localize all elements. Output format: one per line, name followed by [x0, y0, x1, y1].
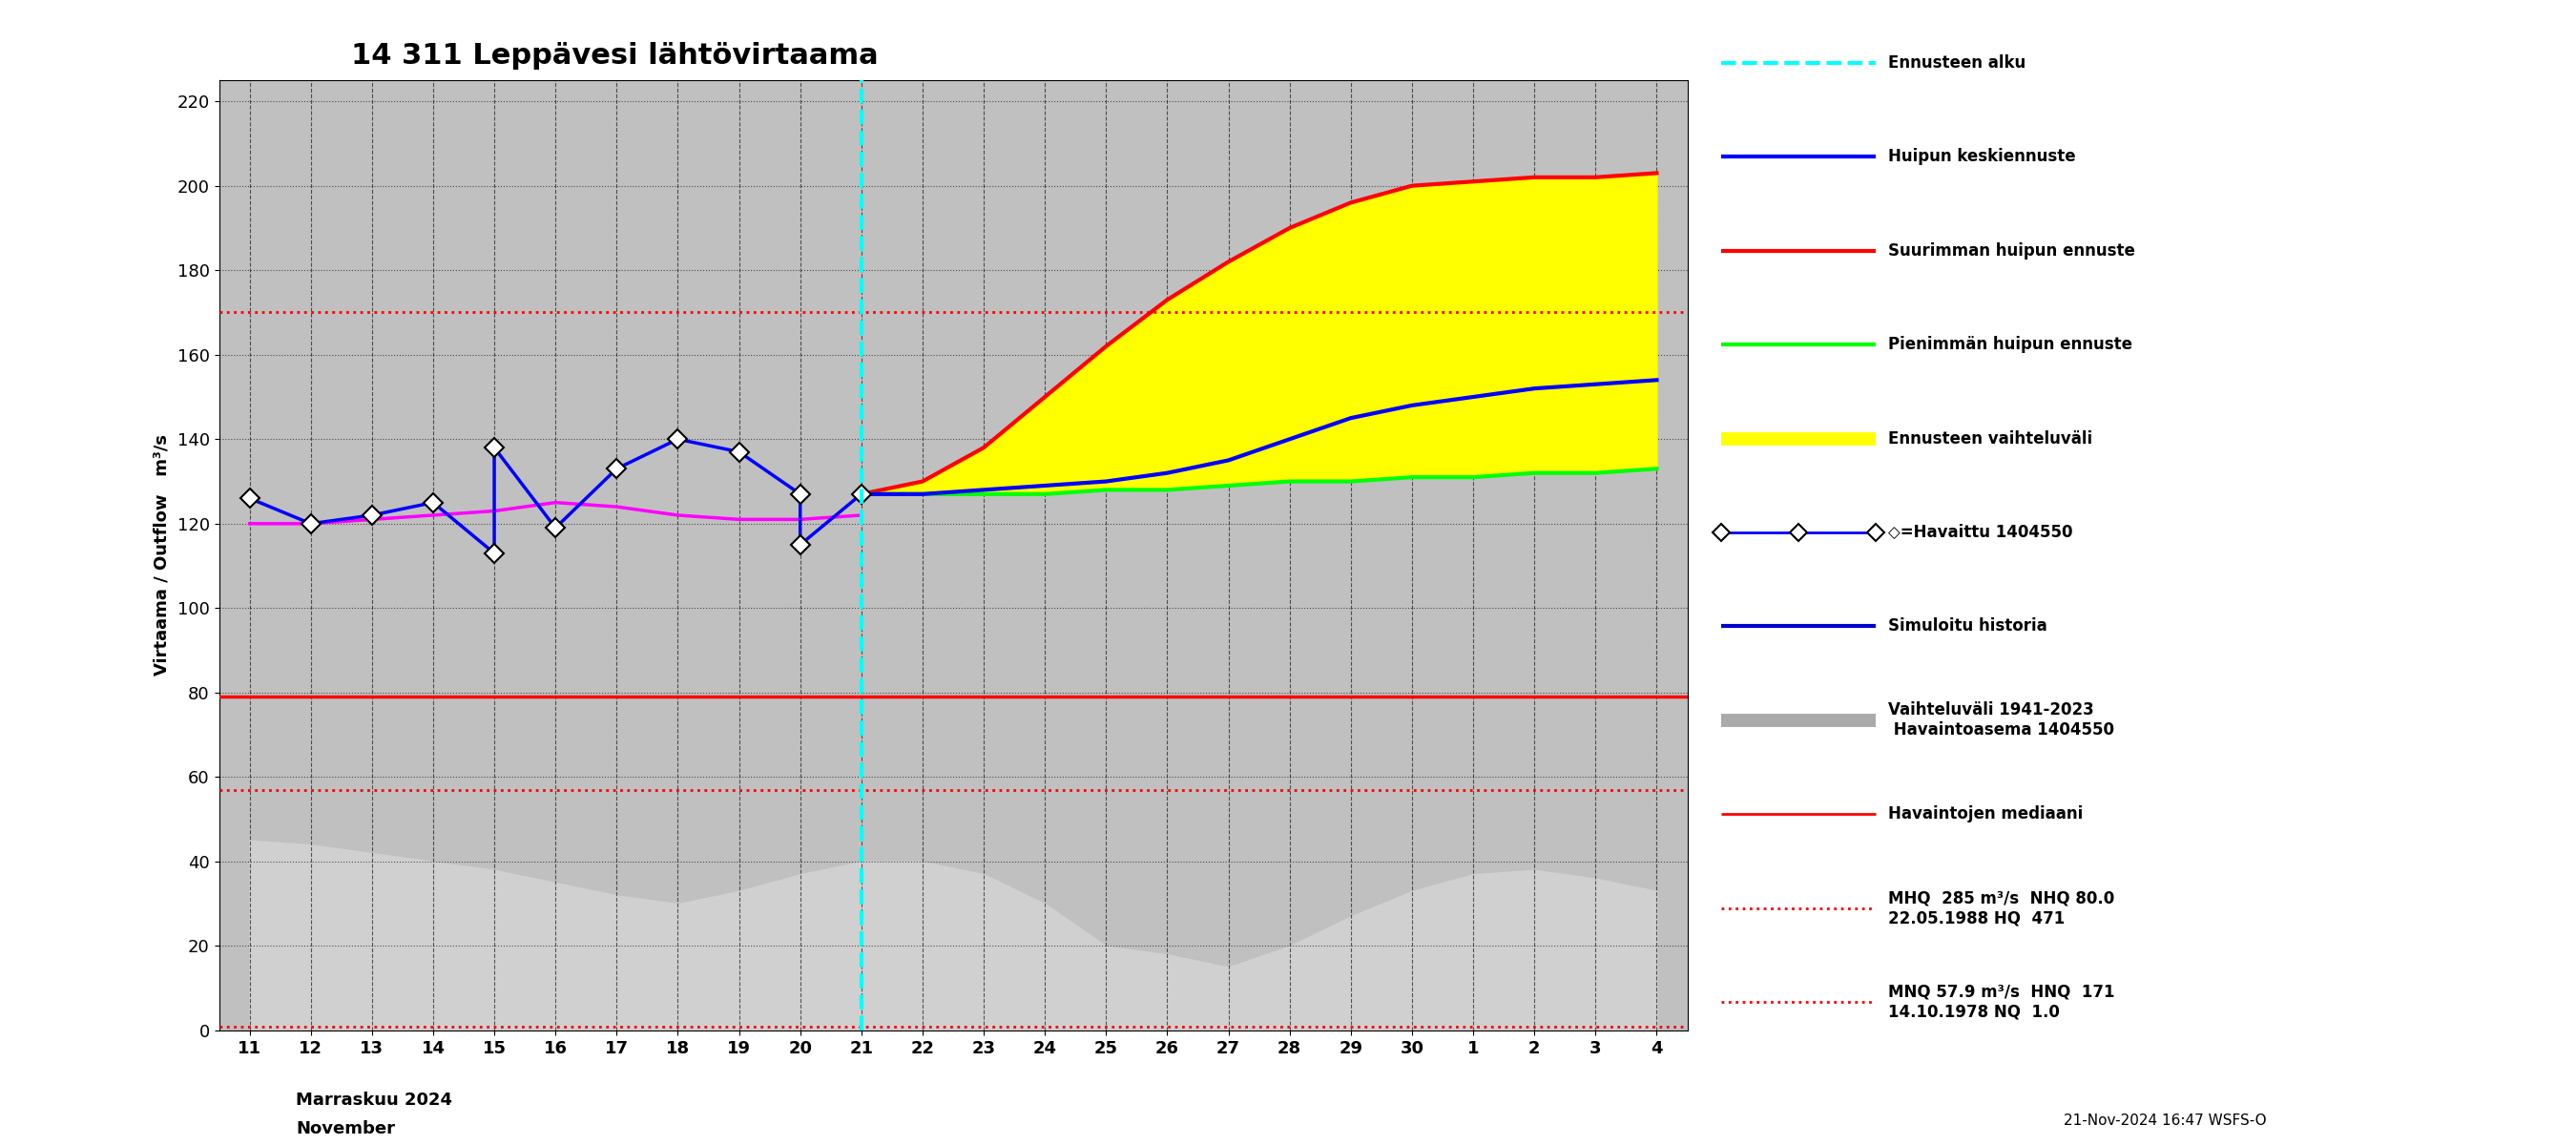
Text: Vaihteluväli 1941-2023
 Havaintoasema 1404550: Vaihteluväli 1941-2023 Havaintoasema 140… [1888, 702, 2115, 739]
Text: Huipun keskiennuste: Huipun keskiennuste [1888, 149, 2076, 166]
Text: 14 311 Leppävesi lähtövirtaama: 14 311 Leppävesi lähtövirtaama [350, 42, 878, 70]
Text: MNQ 57.9 m³/s  HNQ  171
14.10.1978 NQ  1.0: MNQ 57.9 m³/s HNQ 171 14.10.1978 NQ 1.0 [1888, 984, 2115, 1020]
Text: ◇=Havaittu 1404550: ◇=Havaittu 1404550 [1888, 524, 2074, 542]
Text: Ennusteen alku: Ennusteen alku [1888, 54, 2025, 71]
Text: Suurimman huipun ennuste: Suurimman huipun ennuste [1888, 243, 2136, 260]
Text: Ennusteen vaihteluväli: Ennusteen vaihteluväli [1888, 429, 2092, 447]
Text: 21-Nov-2024 16:47 WSFS-O: 21-Nov-2024 16:47 WSFS-O [2063, 1113, 2267, 1128]
Text: November: November [296, 1120, 397, 1137]
Text: Havaintojen mediaani: Havaintojen mediaani [1888, 806, 2084, 823]
Text: Marraskuu 2024: Marraskuu 2024 [296, 1091, 453, 1108]
Y-axis label: Virtaama / Outflow   m³/s: Virtaama / Outflow m³/s [152, 435, 170, 676]
Text: Pienimmän huipun ennuste: Pienimmän huipun ennuste [1888, 337, 2133, 353]
Text: MHQ  285 m³/s  NHQ 80.0
22.05.1988 HQ  471: MHQ 285 m³/s NHQ 80.0 22.05.1988 HQ 471 [1888, 890, 2115, 926]
Text: Simuloitu historia: Simuloitu historia [1888, 618, 2048, 634]
